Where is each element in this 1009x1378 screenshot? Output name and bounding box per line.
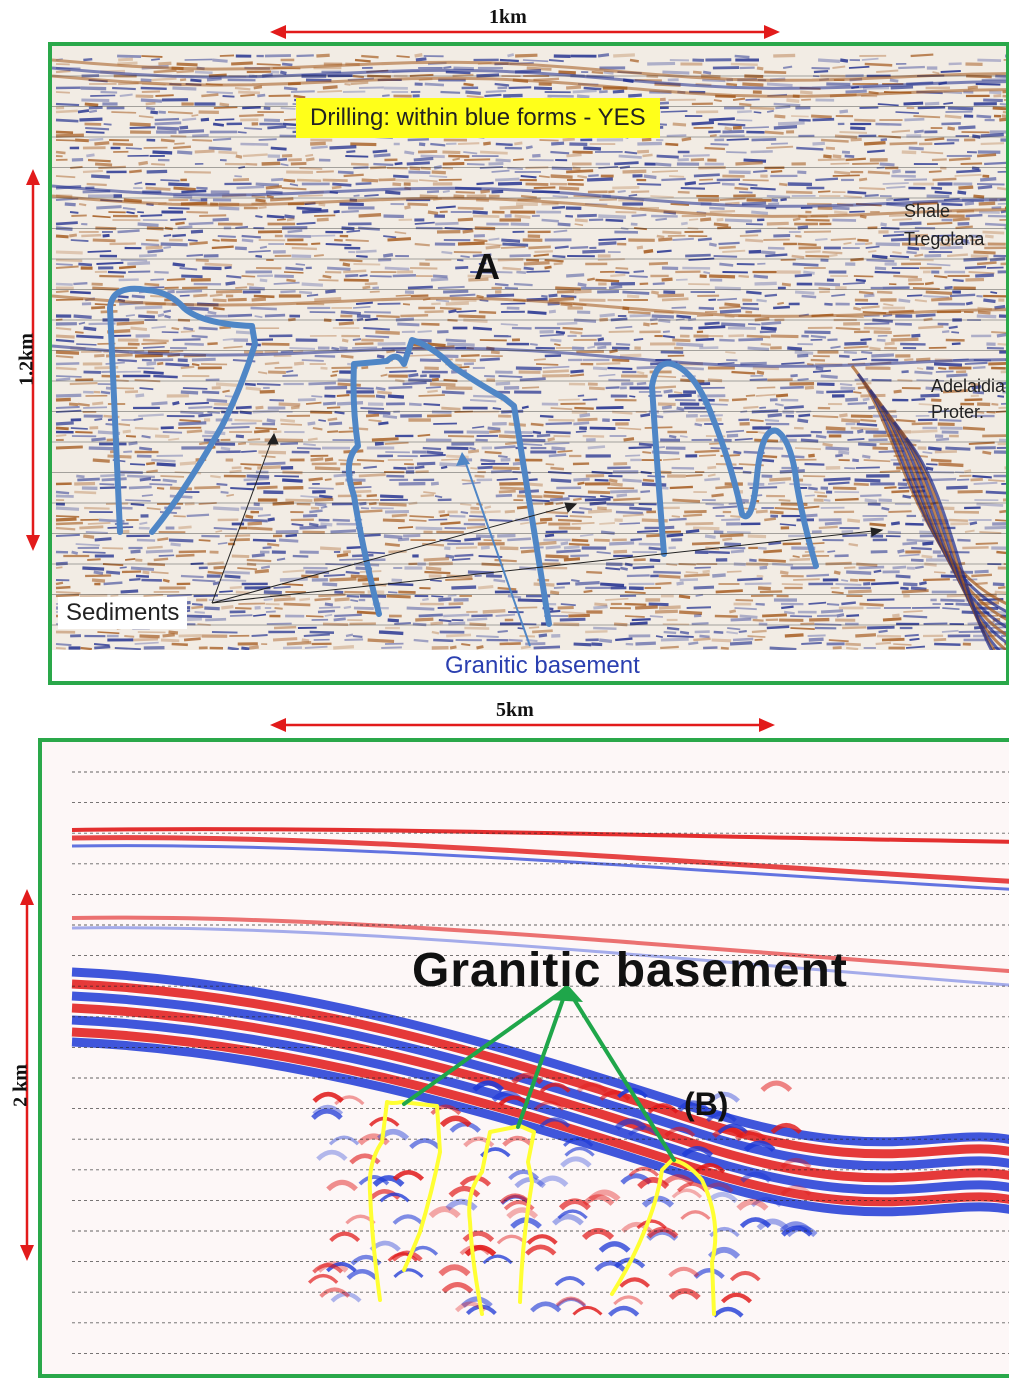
formation-tregolana: Tregolana: [904, 226, 984, 252]
formation-shale: Shale: [904, 198, 950, 224]
top-seismic-panel: [48, 42, 1009, 685]
bottom-seismic-image: [42, 742, 1009, 1378]
marker-a: A: [474, 246, 500, 288]
marker-b: (B): [684, 1086, 728, 1123]
sediments-label: Sediments: [58, 597, 187, 629]
bottom-vertical-scale-label: 2 km: [10, 1051, 33, 1121]
top-vertical-scale-label: 1.2km: [16, 325, 39, 395]
formation-proter: Proter.: [931, 399, 984, 425]
bottom-seismic-panel: [38, 738, 1009, 1378]
top-seismic-image: [52, 46, 1009, 685]
formation-adelaidia: Adelaidia: [931, 373, 1005, 399]
granitic-basement-label-bottom: Granitic basement: [412, 943, 848, 998]
granitic-basement-label-top: Granitic basement: [445, 652, 640, 680]
drilling-banner: Drilling: within blue forms - YES: [296, 98, 660, 138]
